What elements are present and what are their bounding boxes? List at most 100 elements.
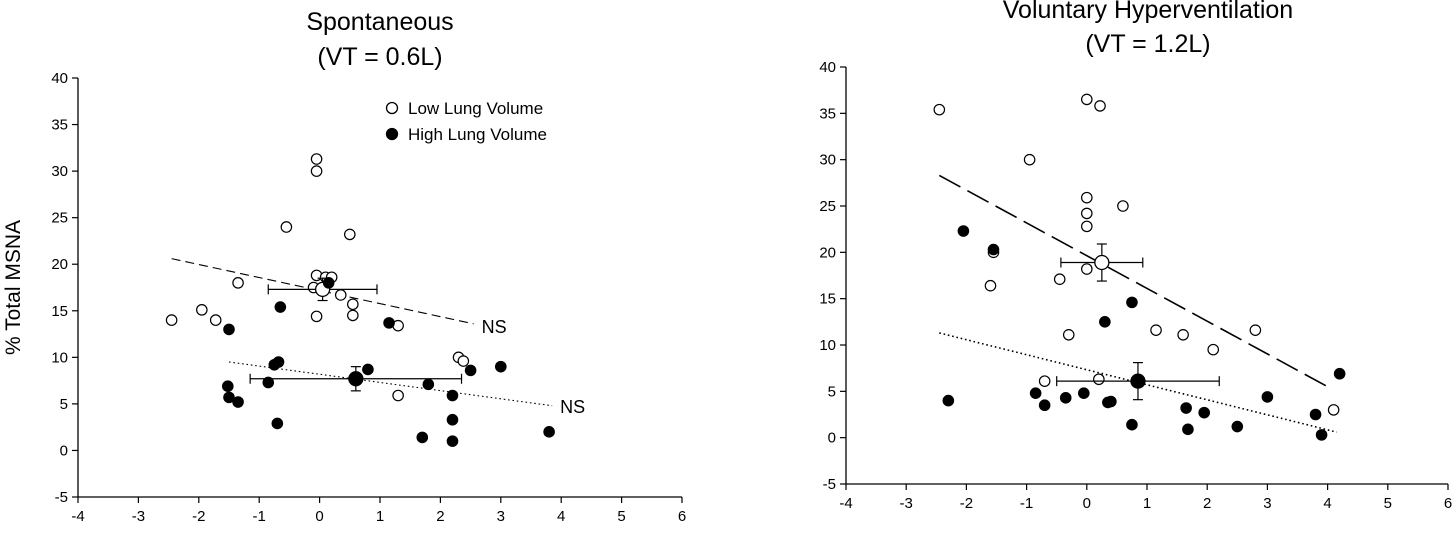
data-point — [1081, 93, 1093, 106]
x-tick-label: 2 — [436, 508, 444, 525]
series-high-lung-volume: NS — [221, 277, 585, 447]
data-point — [1081, 220, 1093, 233]
y-tick-label: 30 — [819, 152, 836, 169]
data-point — [1333, 367, 1346, 380]
x-tick-label: -1 — [1020, 495, 1033, 512]
data-point — [1126, 296, 1138, 309]
data-point — [446, 413, 459, 426]
y-tick-label: 30 — [51, 163, 68, 180]
data-point — [457, 355, 470, 367]
data-point — [494, 360, 507, 373]
y-tick-label: 25 — [819, 198, 836, 215]
fit-label-ns: NS — [482, 317, 507, 337]
x-tick-label: 3 — [1263, 495, 1271, 512]
data-point — [1315, 429, 1328, 441]
y-tick-label: 5 — [828, 383, 836, 400]
data-point — [416, 431, 429, 444]
data-point — [209, 314, 222, 326]
chart-subtitle: (VT = 0.6L) — [317, 43, 442, 71]
series-low-lung-volume: NS — [165, 153, 507, 402]
data-point — [272, 356, 285, 368]
data-point — [1038, 375, 1051, 387]
y-tick-label: 15 — [819, 291, 836, 308]
data-point — [196, 304, 208, 316]
mean-error-bars — [1056, 362, 1220, 401]
data-point — [165, 314, 178, 326]
data-point — [1038, 399, 1051, 412]
legend-marker — [385, 127, 399, 141]
x-tick-label: 5 — [617, 508, 625, 525]
y-axis-label: % Total MSNA — [2, 220, 25, 355]
y-tick-label: 40 — [51, 70, 68, 87]
x-tick-label: 0 — [315, 508, 323, 525]
x-tick-label: 0 — [1083, 495, 1091, 512]
data-point — [347, 298, 359, 311]
data-point — [1029, 387, 1042, 399]
mean-point — [1130, 373, 1146, 389]
x-tick-label: -4 — [839, 495, 852, 512]
x-tick-label: -4 — [71, 508, 84, 525]
fit-line-high-lung-volume — [228, 361, 553, 407]
data-point — [1249, 324, 1262, 336]
y-tick-label: 15 — [51, 303, 68, 320]
data-point — [223, 323, 235, 336]
data-point — [1117, 200, 1129, 212]
data-point — [957, 225, 970, 237]
data-point — [446, 435, 459, 447]
x-tick-label: 1 — [376, 508, 384, 525]
data-point — [1150, 324, 1162, 336]
data-point — [1059, 392, 1072, 404]
x-tick-label: 4 — [1323, 495, 1331, 512]
data-point — [1261, 391, 1274, 403]
chart-title: Spontaneous — [306, 8, 453, 36]
data-point — [1309, 408, 1322, 421]
x-tick-label: 4 — [557, 508, 565, 525]
data-point — [942, 394, 955, 407]
data-point — [310, 153, 323, 165]
x-tick-label: 6 — [678, 508, 686, 525]
y-tick-label: 40 — [819, 59, 836, 76]
data-point — [280, 221, 293, 233]
mean-point — [1094, 254, 1110, 271]
data-point — [310, 165, 323, 177]
x-tick-label: -1 — [253, 508, 266, 525]
y-tick-label: 20 — [51, 256, 68, 273]
fit-label-ns: NS — [560, 397, 585, 417]
y-tick-label: 20 — [819, 244, 836, 261]
data-point — [383, 317, 395, 329]
data-point — [933, 103, 946, 116]
mean-point — [348, 371, 364, 387]
data-point — [1094, 100, 1106, 112]
data-point — [1093, 373, 1105, 386]
x-tick-label: 5 — [1384, 495, 1392, 512]
data-point — [1180, 402, 1192, 414]
data-point — [310, 310, 323, 323]
y-tick-label: 35 — [819, 105, 836, 122]
mean-error-bars — [249, 366, 463, 392]
chart-subtitle: (VT = 1.2L) — [1085, 30, 1210, 58]
data-point — [422, 378, 435, 391]
y-tick-label: 25 — [51, 210, 68, 227]
mean-error-bars — [1060, 243, 1144, 282]
data-point — [271, 417, 284, 430]
data-point — [221, 380, 234, 392]
data-point — [984, 279, 997, 292]
data-point — [232, 396, 244, 408]
data-point — [446, 389, 459, 402]
x-tick-label: 1 — [1143, 495, 1151, 512]
legend-label: High Lung Volume — [408, 125, 547, 144]
data-point — [1327, 404, 1340, 416]
data-point — [322, 277, 335, 289]
y-tick-label: 10 — [819, 337, 836, 354]
data-point — [334, 289, 347, 301]
mean-error-bars — [267, 277, 378, 302]
data-point — [1099, 316, 1111, 328]
panel-voluntary-hyperventilation: Voluntary Hyperventilation (VT = 1.2L) -5 0… — [819, 0, 1452, 512]
data-point — [1081, 191, 1093, 204]
data-point — [464, 364, 477, 377]
data-point — [232, 277, 244, 289]
x-tick-label: 3 — [497, 508, 505, 525]
data-point — [343, 228, 356, 241]
data-point — [274, 301, 287, 313]
